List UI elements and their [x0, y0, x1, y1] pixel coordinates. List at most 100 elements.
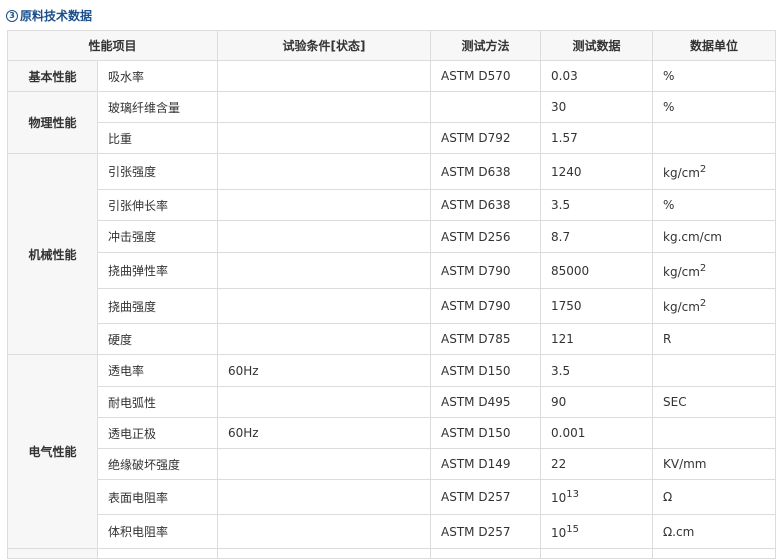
unit-cell: R	[652, 323, 776, 355]
value-text: 90	[551, 395, 567, 409]
condition-cell	[217, 153, 431, 190]
method-cell: ASTM D149	[430, 448, 541, 480]
condition-cell	[217, 122, 431, 154]
unit-text: %	[663, 69, 675, 83]
value-text: 3.5	[551, 198, 571, 212]
value-exponent: 13	[566, 489, 580, 500]
table-row: 挠曲弹性率 ASTM D790 85000 kg/cm2	[8, 252, 776, 289]
value-cell: 85000	[540, 252, 653, 289]
category-cell: 基本性能	[7, 60, 98, 92]
unit-exponent: 2	[699, 262, 707, 274]
item-cell: 比重	[97, 122, 218, 154]
header-item: 性能项目	[7, 30, 218, 61]
table-row: 硬度 ASTM D785 121 R	[8, 323, 776, 355]
unit-cell: SEC	[652, 386, 776, 418]
value-text: 0.001	[551, 426, 586, 440]
method-cell: ASTM D495	[430, 386, 541, 418]
method-cell: ASTM D257	[430, 514, 541, 549]
item-cell: 玻璃纤维含量	[97, 91, 218, 123]
value-cell: 3.5	[540, 354, 653, 387]
condition-cell: 60Hz	[217, 354, 431, 387]
unit-cell: kg/cm2	[652, 252, 776, 289]
circled-3-icon: 3	[6, 9, 18, 22]
unit-cell: %	[652, 60, 776, 92]
item-cell: 吸水率	[97, 60, 218, 92]
unit-exponent: 2	[699, 298, 707, 309]
value-cell: 1.57	[540, 122, 653, 154]
unit-cell: %	[652, 91, 776, 123]
value-text: 30	[551, 100, 567, 114]
method-cell: ASTM D570	[430, 60, 541, 92]
unit-cell: Ω.cm	[652, 514, 776, 549]
condition-cell	[217, 288, 431, 324]
unit-text: Ω.cm	[663, 524, 695, 539]
unit-cell: KV/mm	[652, 448, 776, 480]
value-exponent: 15	[566, 523, 580, 535]
table-row: 基本性能 吸水率 ASTM D570 0.03%	[7, 60, 776, 92]
value-text: 10	[551, 525, 567, 540]
header-method: 测试方法	[430, 30, 541, 61]
table-row: 绝缘破坏强度 ASTM D149 22 KV/mm	[8, 448, 776, 480]
value-text: 1750	[551, 299, 582, 313]
table-row: 电气性能 透电率 60Hz ASTM D150 3.5	[7, 354, 776, 549]
table-row: 物理性能 玻璃纤维含量 30%	[7, 91, 776, 154]
value-cell: 3.5	[540, 189, 653, 221]
unit-cell: %	[652, 189, 776, 221]
value-cell: 8.7	[540, 220, 653, 253]
method-cell: ASTM D785	[430, 323, 541, 355]
value-text: 0.03	[551, 69, 578, 83]
table-row: 引张伸长率 ASTM D638 3.5%	[8, 189, 776, 221]
value-text: 85000	[551, 263, 590, 278]
unit-cell: Ω	[652, 479, 776, 515]
method-cell: ASTM D792	[430, 122, 541, 154]
method-cell: ASTM D257	[430, 479, 541, 515]
unit-cell: kg.cm/cm	[652, 220, 776, 253]
item-cell: 引张伸长率	[97, 189, 218, 221]
condition-cell	[217, 323, 431, 355]
method-cell: ASTM D638	[430, 189, 541, 221]
condition-cell	[217, 220, 431, 253]
table-row: 冲击强度 ASTM D256 8.7 kg.cm/cm	[8, 220, 776, 253]
value-cell: 30	[540, 91, 653, 123]
value-text: 121	[551, 332, 574, 346]
method-cell: ASTM D256	[430, 220, 541, 253]
table-row: 机械性能 引张强度 ASTM D638 1240 kg/cm2	[7, 153, 776, 355]
condition-cell	[217, 448, 431, 480]
item-cell: 透电正极	[97, 417, 218, 449]
unit-text: kg/cm	[663, 165, 700, 180]
condition-cell	[217, 60, 431, 92]
table-row: 体积电阻率 ASTM D257 1015 Ω.cm	[8, 514, 776, 549]
table-row: 透电正极 60Hz ASTM D150 0.001	[8, 417, 776, 449]
method-cell	[430, 91, 541, 123]
value-cell: 90	[540, 386, 653, 418]
section-title: 3 原料技术数据	[6, 7, 92, 24]
tech-data-table: 性能项目 试验条件[状态] 测试方法 测试数据 数据单位 基本性能 吸水率 ASTM…	[7, 30, 776, 559]
method-cell: ASTM D150	[430, 417, 541, 449]
unit-cell	[652, 122, 776, 154]
value-cell: 1750	[540, 288, 653, 324]
unit-text: Ω	[663, 490, 673, 504]
unit-text: SEC	[663, 395, 687, 409]
table-row: 比重 ASTM D792 1.57	[8, 122, 776, 154]
value-text: 22	[551, 457, 567, 471]
category-cell: 机械性能	[7, 153, 98, 355]
category-cell: 电气性能	[7, 354, 98, 549]
condition-cell	[217, 91, 431, 123]
table-row-partial	[7, 548, 776, 559]
category-cell: 物理性能	[7, 91, 98, 154]
item-cell: 耐电弧性	[97, 386, 218, 418]
unit-text: kg.cm/cm	[663, 229, 722, 244]
value-text: 8.7	[551, 229, 571, 244]
header-row: 性能项目 试验条件[状态] 测试方法 测试数据 数据单位	[7, 30, 776, 61]
item-cell: 硬度	[97, 323, 218, 355]
value-cell: 121	[540, 323, 653, 355]
table-row: 耐电弧性 ASTM D495 90 SEC	[8, 386, 776, 418]
unit-cell: kg/cm2	[652, 153, 776, 190]
method-cell: ASTM D790	[430, 288, 541, 324]
item-cell: 引张强度	[97, 153, 218, 190]
condition-cell: 60Hz	[217, 417, 431, 449]
item-cell: 挠曲强度	[97, 288, 218, 324]
condition-cell	[217, 189, 431, 221]
unit-cell: kg/cm2	[652, 288, 776, 324]
header-unit: 数据单位	[652, 30, 776, 61]
